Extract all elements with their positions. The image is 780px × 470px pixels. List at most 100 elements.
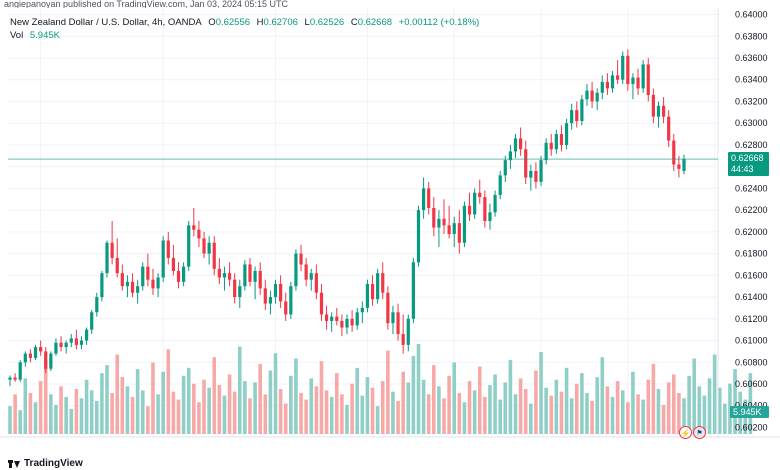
- volume-bar: [350, 383, 354, 434]
- candle-body: [314, 273, 318, 293]
- volume-bar: [294, 358, 298, 434]
- tradingview-logo[interactable]: TradingView: [8, 458, 83, 469]
- volume-bar: [237, 346, 242, 434]
- lightning-icon[interactable]: ⚡: [679, 426, 692, 439]
- price-tick-label: 0.64000: [735, 10, 768, 20]
- volume-bar: [447, 375, 451, 434]
- candle-body: [513, 138, 518, 152]
- volume-bar: [268, 370, 273, 434]
- candle-body: [427, 188, 431, 208]
- candle-body: [166, 240, 170, 258]
- candle-body: [595, 92, 599, 102]
- price-tick-label: 0.61400: [735, 292, 768, 302]
- volume-bar: [600, 357, 605, 434]
- volume-bar: [79, 398, 84, 434]
- candle-body: [631, 77, 635, 85]
- candle-body: [202, 238, 206, 254]
- candle-body: [258, 270, 262, 289]
- volume-bar: [69, 408, 74, 434]
- volume-bar: [406, 382, 411, 434]
- candle-body: [529, 171, 533, 178]
- volume-bar: [8, 406, 12, 434]
- candle-body: [447, 225, 451, 235]
- high-label: H: [256, 17, 264, 28]
- volume-bar: [28, 392, 33, 434]
- candle-body: [554, 134, 558, 150]
- volume-bar: [472, 390, 477, 434]
- volume-bar: [130, 396, 135, 434]
- candle-body: [355, 312, 359, 326]
- candle-body: [616, 75, 620, 80]
- candle-body: [8, 377, 12, 380]
- candle-body: [549, 142, 553, 150]
- candle-body: [248, 264, 252, 282]
- candle-body: [462, 205, 467, 243]
- volume-bar: [100, 373, 104, 434]
- candle-body: [289, 286, 293, 315]
- volume-bar: [273, 353, 278, 434]
- volume-bar: [564, 367, 569, 434]
- close-label: C: [350, 17, 358, 28]
- candle-body: [488, 212, 492, 221]
- volume-bar: [518, 378, 523, 434]
- candle-body: [28, 353, 33, 358]
- volume-bar: [671, 374, 676, 434]
- bar-countdown: 44:43: [731, 164, 754, 175]
- candle-body: [222, 273, 227, 278]
- candle-body: [18, 362, 22, 380]
- price-tick-label: 0.63000: [735, 118, 768, 128]
- volume-bar: [156, 394, 160, 434]
- volume-bar: [314, 386, 319, 434]
- volume-bar: [64, 396, 68, 434]
- candle-body: [253, 270, 257, 282]
- footer: TradingView: [0, 458, 780, 470]
- volume-bar: [605, 386, 610, 434]
- candle-body: [49, 353, 53, 369]
- price-chart[interactable]: 0.64000 0.63800 0.63600 0.63400 0.63200 0.630…: [0, 8, 780, 438]
- volume-bar: [697, 386, 702, 434]
- volume-bar: [723, 403, 727, 434]
- low-label: L: [304, 17, 310, 28]
- candle-body: [626, 55, 630, 85]
- volume-bar: [324, 390, 329, 434]
- chart-area[interactable]: 0.64000 0.63800 0.63600 0.63400 0.63200 0.630…: [0, 8, 780, 439]
- candle-body: [90, 312, 94, 330]
- candle-body: [44, 351, 48, 369]
- candle-body: [187, 225, 191, 267]
- publisher-line: angiepanoyan published on TradingView.co…: [4, 0, 289, 8]
- candle-body: [401, 334, 405, 345]
- volume-bar: [391, 391, 395, 434]
- candle-body: [176, 270, 181, 282]
- volume-bar: [110, 392, 114, 434]
- candle-body: [442, 218, 446, 226]
- candle-body: [656, 105, 661, 117]
- volume-bar: [207, 387, 211, 434]
- candle-body: [335, 316, 339, 321]
- candle-body: [376, 273, 380, 300]
- volume-bar: [120, 377, 125, 434]
- volume-bar: [54, 404, 58, 434]
- candle-body: [324, 314, 329, 321]
- candle-body: [238, 286, 242, 298]
- volume-bar: [707, 378, 712, 434]
- volume-bar: [289, 375, 293, 434]
- candle-body: [636, 77, 640, 89]
- volume-bar: [166, 349, 171, 434]
- candle-body: [667, 116, 671, 141]
- volume-bar: [462, 402, 467, 434]
- us-flag-icon[interactable]: ⚑: [693, 426, 706, 439]
- candle-body: [207, 242, 211, 254]
- volume-bar: [84, 379, 89, 434]
- candle-body: [370, 284, 375, 300]
- volume-bar: [677, 392, 681, 434]
- volume-bar: [334, 373, 339, 434]
- candle-body: [437, 218, 441, 228]
- volume-bar: [574, 383, 579, 434]
- volume-bar: [278, 389, 283, 434]
- candle-body: [217, 268, 221, 278]
- candle-body: [95, 297, 99, 313]
- volume-bar: [483, 396, 487, 434]
- candle-body: [396, 312, 400, 335]
- volume-bar: [283, 403, 288, 434]
- price-tick-label: 0.63400: [735, 75, 768, 85]
